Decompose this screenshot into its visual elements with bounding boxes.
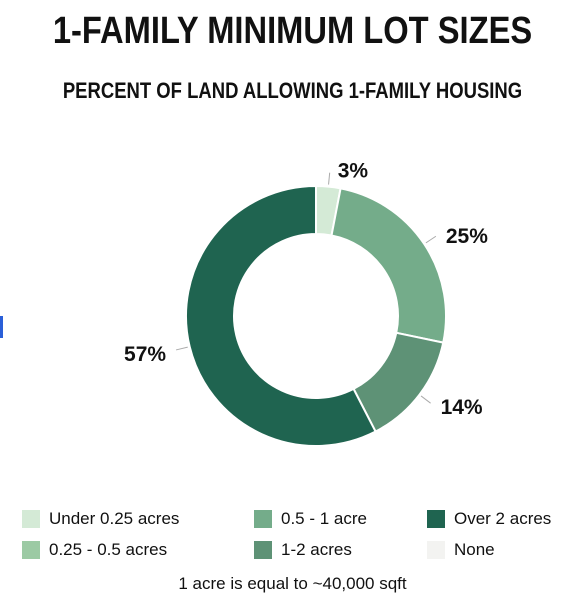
label-leader-line — [328, 172, 331, 185]
data-label: 25% — [446, 225, 488, 248]
edge-marker — [0, 316, 3, 338]
donut-slice-0-5-1-acre — [330, 187, 447, 344]
footnote: 1 acre is equal to ~40,000 sqft — [178, 574, 407, 593]
label-leader-line — [425, 235, 437, 244]
donut-slice-over-2-acres — [185, 184, 377, 447]
chart-title: 1-FAMILY MINIMUM LOT SIZES — [52, 10, 533, 52]
data-label: 57% — [124, 343, 166, 366]
data-label: 14% — [441, 396, 483, 419]
label-leader-line — [175, 346, 188, 351]
chart-subtitle: PERCENT OF LAND ALLOWING 1-FAMILY HOUSIN… — [62, 78, 523, 103]
data-label: 3% — [338, 160, 369, 183]
label-leader-line — [420, 395, 431, 404]
